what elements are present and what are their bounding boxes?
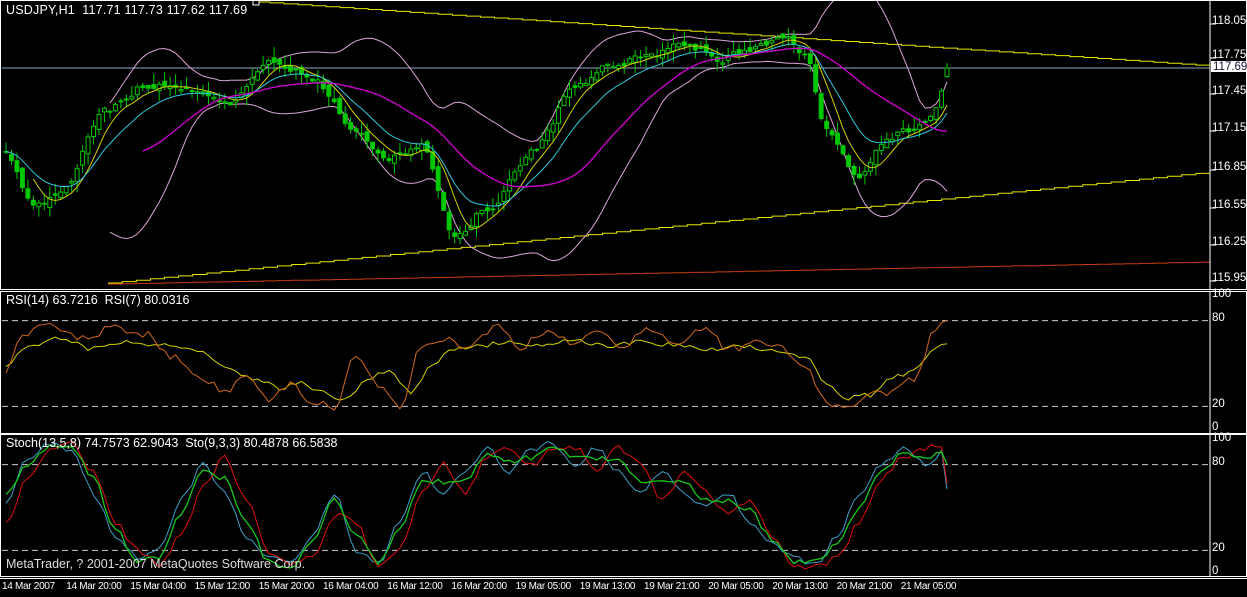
svg-text:117.69: 117.69 — [1213, 61, 1247, 73]
